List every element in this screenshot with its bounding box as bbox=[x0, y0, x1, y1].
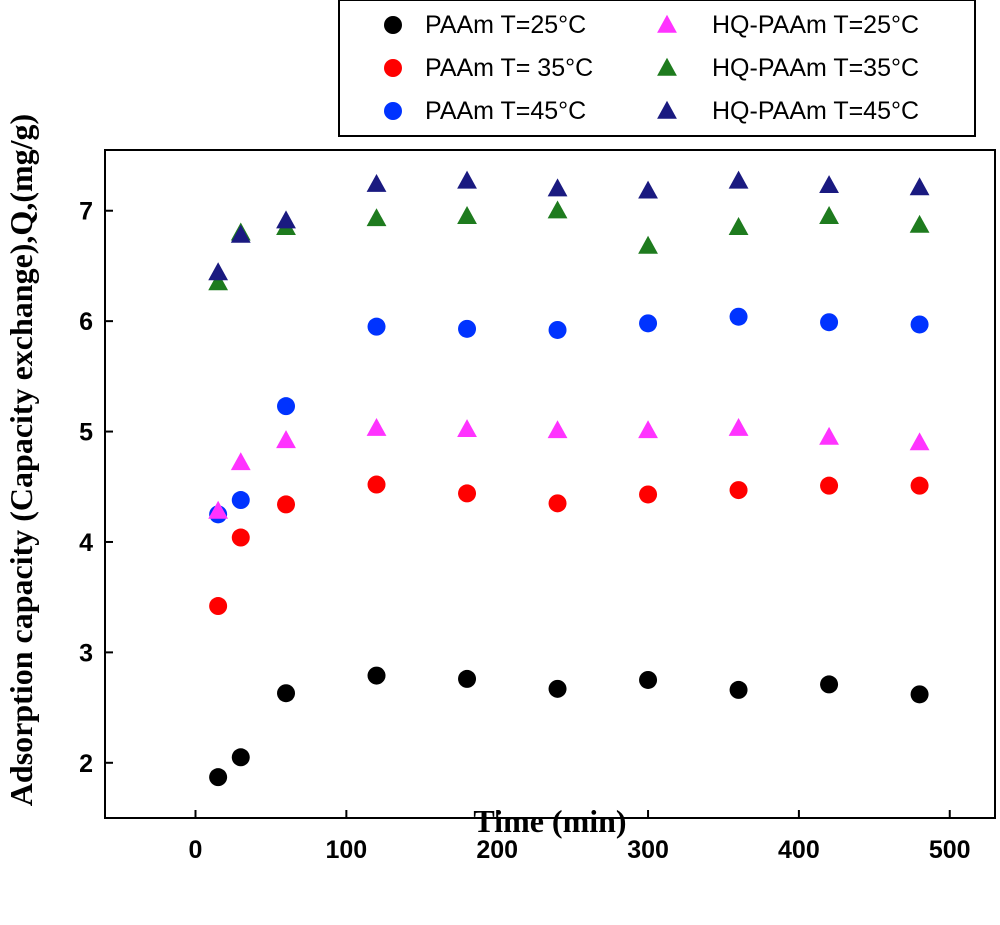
data-point-circle bbox=[367, 317, 386, 336]
data-point-triangle bbox=[366, 417, 387, 436]
data-point-circle bbox=[639, 670, 658, 689]
data-point-circle bbox=[910, 315, 929, 334]
data-point-triangle bbox=[457, 205, 477, 224]
legend-marker bbox=[384, 59, 402, 77]
legend-marker bbox=[384, 102, 402, 120]
x-tick-label: 400 bbox=[778, 836, 820, 864]
data-point-triangle bbox=[638, 180, 658, 199]
data-point-circle bbox=[639, 485, 658, 504]
data-point-circle bbox=[729, 481, 748, 500]
x-axis-title: Time (min) bbox=[473, 803, 626, 839]
plot-area bbox=[104, 149, 996, 819]
legend-label: PAAm T=45°C bbox=[425, 97, 586, 125]
data-point-triangle bbox=[230, 224, 251, 243]
data-point-circle bbox=[367, 475, 386, 494]
data-point-circle bbox=[548, 494, 567, 513]
legend-box bbox=[338, 0, 976, 137]
y-axis-title: Adsorption capacity (Capacity exchange),… bbox=[3, 114, 39, 806]
data-point-triangle bbox=[366, 208, 387, 227]
data-point-triangle bbox=[457, 170, 477, 189]
legend-label: HQ-PAAm T=45°C bbox=[712, 97, 919, 125]
x-tick-label: 500 bbox=[929, 836, 971, 864]
x-tick-label: 300 bbox=[627, 836, 669, 864]
data-point-triangle bbox=[208, 272, 229, 291]
x-tick-label: 200 bbox=[476, 836, 518, 864]
data-point-triangle bbox=[728, 217, 749, 235]
data-point-circle bbox=[729, 680, 748, 699]
data-point-circle bbox=[209, 768, 228, 787]
data-point-triangle bbox=[909, 214, 930, 233]
data-point-circle bbox=[277, 397, 296, 416]
data-point-circle bbox=[231, 748, 250, 767]
series-4 bbox=[208, 417, 930, 519]
plot-frame bbox=[104, 149, 996, 819]
data-point-circle bbox=[367, 666, 386, 685]
x-tick-label: 100 bbox=[325, 836, 367, 864]
y-tick-label: 7 bbox=[79, 198, 93, 226]
series-5 bbox=[208, 200, 930, 291]
data-point-circle bbox=[231, 491, 250, 510]
data-point-triangle bbox=[276, 210, 296, 229]
data-point-circle bbox=[548, 679, 567, 698]
data-point-circle bbox=[458, 319, 477, 338]
data-point-triangle bbox=[208, 262, 229, 281]
data-point-circle bbox=[820, 675, 839, 694]
data-point-triangle bbox=[366, 173, 387, 192]
x-axis: 0 100 200 300 400 500 bbox=[189, 810, 971, 864]
series-6 bbox=[208, 170, 930, 281]
legend-marker bbox=[657, 57, 677, 76]
data-point-triangle bbox=[276, 430, 296, 449]
data-point-circle bbox=[277, 495, 296, 514]
legend-label: PAAm T=25°C bbox=[425, 11, 586, 39]
series-2 bbox=[209, 475, 929, 616]
data-point-triangle bbox=[230, 452, 251, 471]
legend-label: PAAm T= 35°C bbox=[425, 54, 593, 82]
data-point-triangle bbox=[819, 205, 839, 224]
data-point-triangle bbox=[547, 200, 568, 219]
data-point-circle bbox=[820, 313, 839, 332]
data-point-circle bbox=[277, 684, 296, 703]
y-tick-label: 3 bbox=[79, 639, 93, 667]
data-point-triangle bbox=[909, 432, 930, 451]
data-point-triangle bbox=[457, 419, 477, 438]
data-point-triangle bbox=[819, 175, 839, 194]
data-point-triangle bbox=[638, 420, 658, 439]
series-3 bbox=[209, 307, 929, 524]
data-point-circle bbox=[458, 669, 477, 688]
legend-label: HQ-PAAm T=25°C bbox=[712, 11, 919, 39]
data-point-circle bbox=[548, 320, 567, 339]
legend: PAAm T=25°C PAAm T= 35°C PAAm T=45°C HQ-PAA… bbox=[338, 0, 976, 137]
y-axis: 2 3 4 5 6 7 bbox=[79, 198, 113, 778]
legend-marker bbox=[657, 14, 677, 33]
data-point-triangle bbox=[547, 420, 568, 439]
data-point-triangle bbox=[728, 170, 749, 189]
x-tick-label: 0 bbox=[189, 836, 203, 864]
data-point-circle bbox=[458, 484, 477, 503]
data-point-triangle bbox=[728, 417, 749, 436]
y-tick-label: 6 bbox=[79, 308, 93, 336]
data-point-circle bbox=[639, 314, 658, 333]
data-point-triangle bbox=[638, 235, 658, 254]
data-point-circle bbox=[910, 685, 929, 704]
data-point-circle bbox=[209, 597, 228, 616]
y-tick-label: 5 bbox=[79, 419, 93, 447]
legend-label: HQ-PAAm T=35°C bbox=[712, 54, 919, 82]
data-point-triangle bbox=[909, 177, 930, 196]
data-points bbox=[208, 170, 930, 787]
series-1 bbox=[209, 666, 929, 787]
data-point-triangle bbox=[208, 500, 229, 519]
y-tick-label: 2 bbox=[79, 750, 93, 778]
legend-marker bbox=[384, 16, 402, 34]
data-point-circle bbox=[231, 528, 250, 547]
data-point-circle bbox=[910, 476, 929, 495]
legend-marker bbox=[657, 100, 677, 119]
y-tick-label: 4 bbox=[79, 529, 93, 557]
data-point-triangle bbox=[547, 178, 568, 197]
data-point-triangle bbox=[819, 426, 839, 445]
data-point-circle bbox=[820, 476, 839, 495]
data-point-circle bbox=[729, 307, 748, 326]
